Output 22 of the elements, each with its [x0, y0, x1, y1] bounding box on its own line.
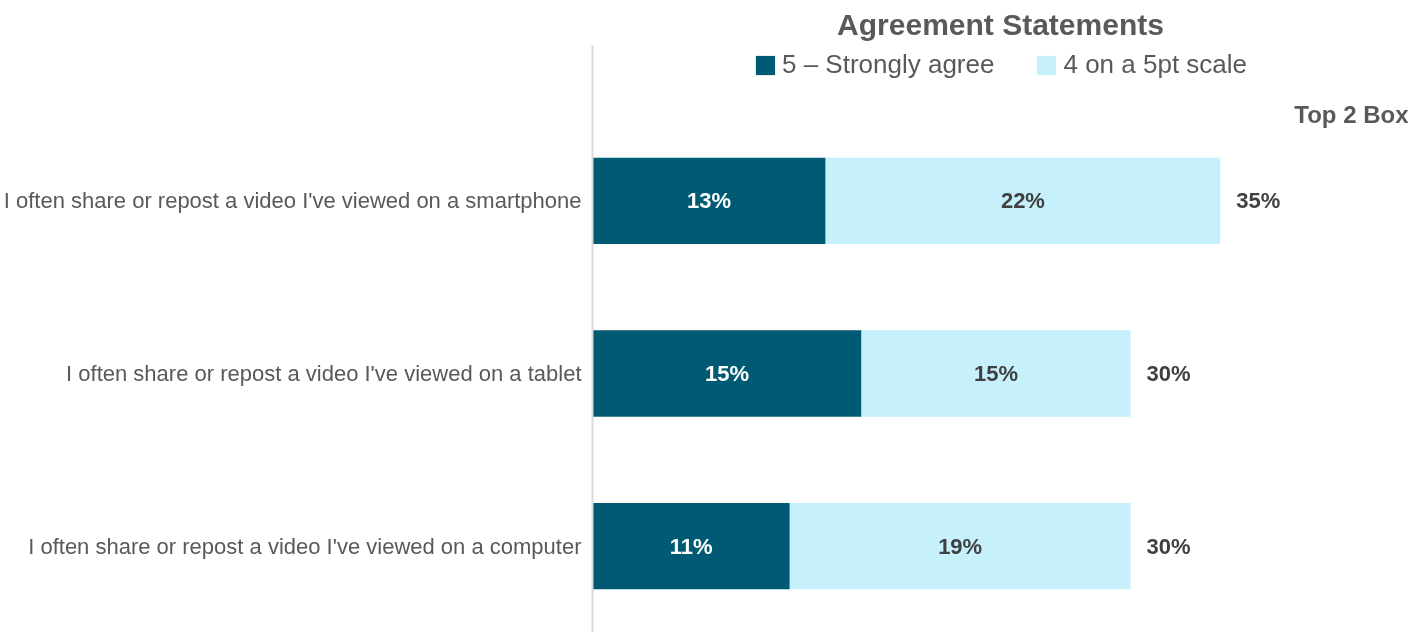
data-label: 15%: [704, 361, 750, 387]
bar: [789, 503, 1131, 590]
bar: [592, 330, 862, 417]
y-tick-label: I often share or repost a video I've viewed on a computer: [28, 533, 582, 559]
bar: [592, 503, 790, 590]
legend-label: 4 on a 5pt scale: [1063, 49, 1248, 80]
total-label: 35%: [1236, 188, 1281, 214]
bar: [592, 157, 826, 245]
bar: [825, 157, 1221, 245]
bar: [861, 330, 1131, 417]
chart-title: Agreement Statements: [837, 7, 1164, 41]
y-tick-label: I often share or repost a video I've viewed on a smartphone: [3, 188, 582, 214]
data-label: 19%: [938, 533, 983, 559]
legend-label: 5 – Strongly agree: [781, 49, 995, 80]
total-label: 30%: [1146, 533, 1191, 559]
data-label: 13%: [687, 188, 732, 214]
data-label: 22%: [1000, 188, 1045, 214]
data-label: 11%: [669, 533, 713, 559]
y-tick-label: I often share or repost a video I've viewed on a tablet: [66, 361, 582, 387]
text: Top 2 Box: [1294, 101, 1408, 129]
total-label: 30%: [1146, 361, 1191, 387]
data-label: 15%: [974, 361, 1019, 387]
